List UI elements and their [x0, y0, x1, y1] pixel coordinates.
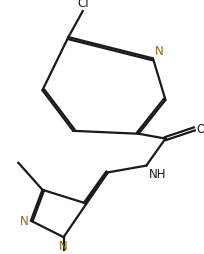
Text: Cl: Cl [76, 0, 88, 10]
Text: NH: NH [149, 167, 166, 180]
Text: N: N [20, 214, 28, 227]
Text: N: N [59, 239, 68, 252]
Text: O: O [196, 123, 204, 136]
Text: N: N [154, 45, 163, 58]
